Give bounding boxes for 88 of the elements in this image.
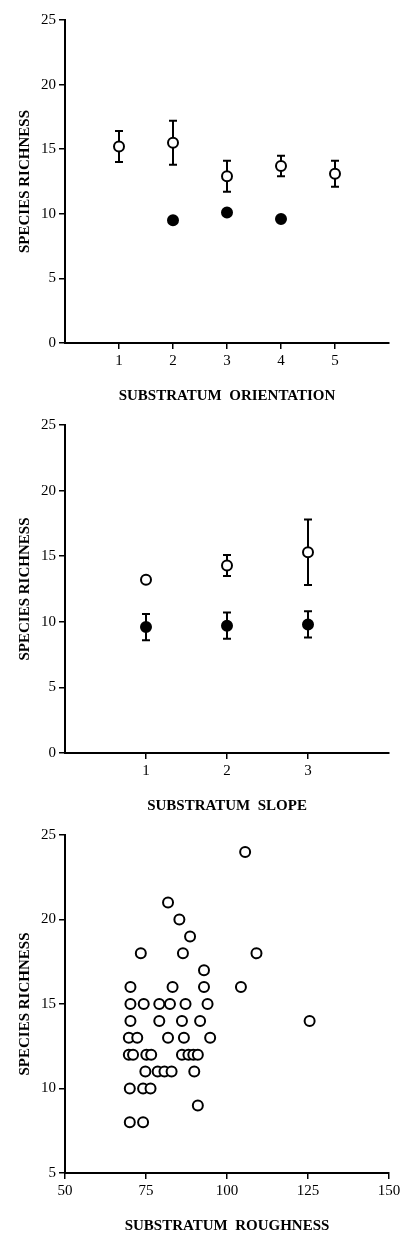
- point: [194, 1014, 207, 1027]
- point: [302, 546, 314, 559]
- point: [221, 170, 233, 183]
- x-axis-title: SUBSTRATUM SLOPE: [147, 796, 307, 813]
- y-tick-label: 5: [48, 269, 56, 286]
- point: [175, 1014, 188, 1027]
- y-tick-label: 10: [41, 204, 56, 221]
- point: [239, 845, 252, 858]
- point: [167, 214, 179, 227]
- x-tick-label: 1: [142, 761, 150, 778]
- point: [191, 1099, 204, 1112]
- y-tick-label: 10: [41, 1079, 56, 1096]
- y-tick-label: 20: [41, 481, 56, 498]
- y-tick-label: 15: [41, 547, 56, 564]
- point: [303, 1014, 316, 1027]
- point: [127, 1048, 140, 1061]
- y-tick-label: 0: [48, 333, 56, 350]
- point: [123, 1116, 136, 1129]
- point: [198, 964, 210, 977]
- point: [140, 573, 152, 586]
- x-axis-title: SUBSTRATUM ROUGHNESS: [124, 1216, 330, 1233]
- y-tick-label: 10: [41, 612, 56, 629]
- y-tick-label: 5: [48, 1163, 56, 1180]
- point: [184, 930, 197, 943]
- x-tick-label: 75: [138, 1181, 154, 1198]
- point: [153, 998, 166, 1010]
- y-tick-label: 25: [41, 825, 56, 842]
- point: [165, 1065, 178, 1078]
- y-tick-label: 15: [41, 140, 56, 157]
- point: [191, 1048, 204, 1061]
- point: [201, 998, 214, 1010]
- x-tick-label: 3: [223, 351, 231, 368]
- point: [234, 981, 247, 994]
- point: [113, 140, 125, 153]
- point: [134, 947, 147, 960]
- point: [221, 206, 233, 219]
- x-tick-label: 1: [115, 351, 123, 368]
- point: [145, 1048, 158, 1061]
- x-tick-label: 100: [215, 1181, 239, 1198]
- point: [167, 136, 179, 149]
- point: [188, 1065, 201, 1078]
- x-axis-title: SUBSTRATUM ORIENTATION: [118, 386, 336, 403]
- point: [176, 947, 189, 960]
- point: [139, 1065, 152, 1078]
- x-tick-label: 2: [169, 351, 177, 368]
- point: [204, 1031, 217, 1044]
- point: [173, 913, 186, 926]
- point: [166, 981, 179, 994]
- y-tick-label: 15: [41, 994, 56, 1011]
- point: [131, 1031, 144, 1044]
- point: [162, 1031, 175, 1044]
- point: [137, 1116, 150, 1129]
- point: [144, 1082, 157, 1095]
- point: [198, 981, 210, 994]
- y-axis-title: SPECIES RICHNESS: [15, 517, 32, 661]
- y-tick-label: 20: [41, 75, 56, 92]
- point: [163, 998, 176, 1010]
- x-tick-label: 3: [304, 761, 312, 778]
- point: [124, 998, 137, 1010]
- y-axis-title: SPECIES RICHNESS: [15, 110, 32, 253]
- x-tick-label: 4: [277, 351, 286, 368]
- point: [275, 212, 287, 225]
- y-tick-label: 5: [48, 678, 56, 695]
- point: [124, 1014, 137, 1027]
- point: [275, 160, 287, 172]
- point: [137, 998, 150, 1010]
- point: [302, 618, 314, 631]
- x-tick-label: 50: [57, 1181, 73, 1198]
- x-tick-label: 2: [223, 761, 231, 778]
- x-tick-label: 150: [377, 1181, 401, 1198]
- x-tick-label: 125: [296, 1181, 320, 1198]
- point: [123, 1082, 136, 1095]
- x-tick-label: 5: [331, 351, 339, 368]
- point: [179, 998, 192, 1010]
- y-tick-label: 25: [41, 10, 56, 27]
- point: [177, 1031, 190, 1044]
- point: [329, 167, 341, 180]
- point: [221, 559, 233, 572]
- point: [124, 981, 137, 994]
- point: [153, 1014, 166, 1027]
- y-axis-title: SPECIES RICHNESS: [15, 932, 32, 1076]
- point: [140, 621, 152, 634]
- y-tick-label: 25: [41, 415, 56, 432]
- point: [250, 947, 263, 960]
- y-tick-label: 20: [41, 910, 56, 927]
- y-tick-label: 0: [48, 743, 56, 760]
- point: [221, 619, 233, 632]
- point: [162, 896, 175, 909]
